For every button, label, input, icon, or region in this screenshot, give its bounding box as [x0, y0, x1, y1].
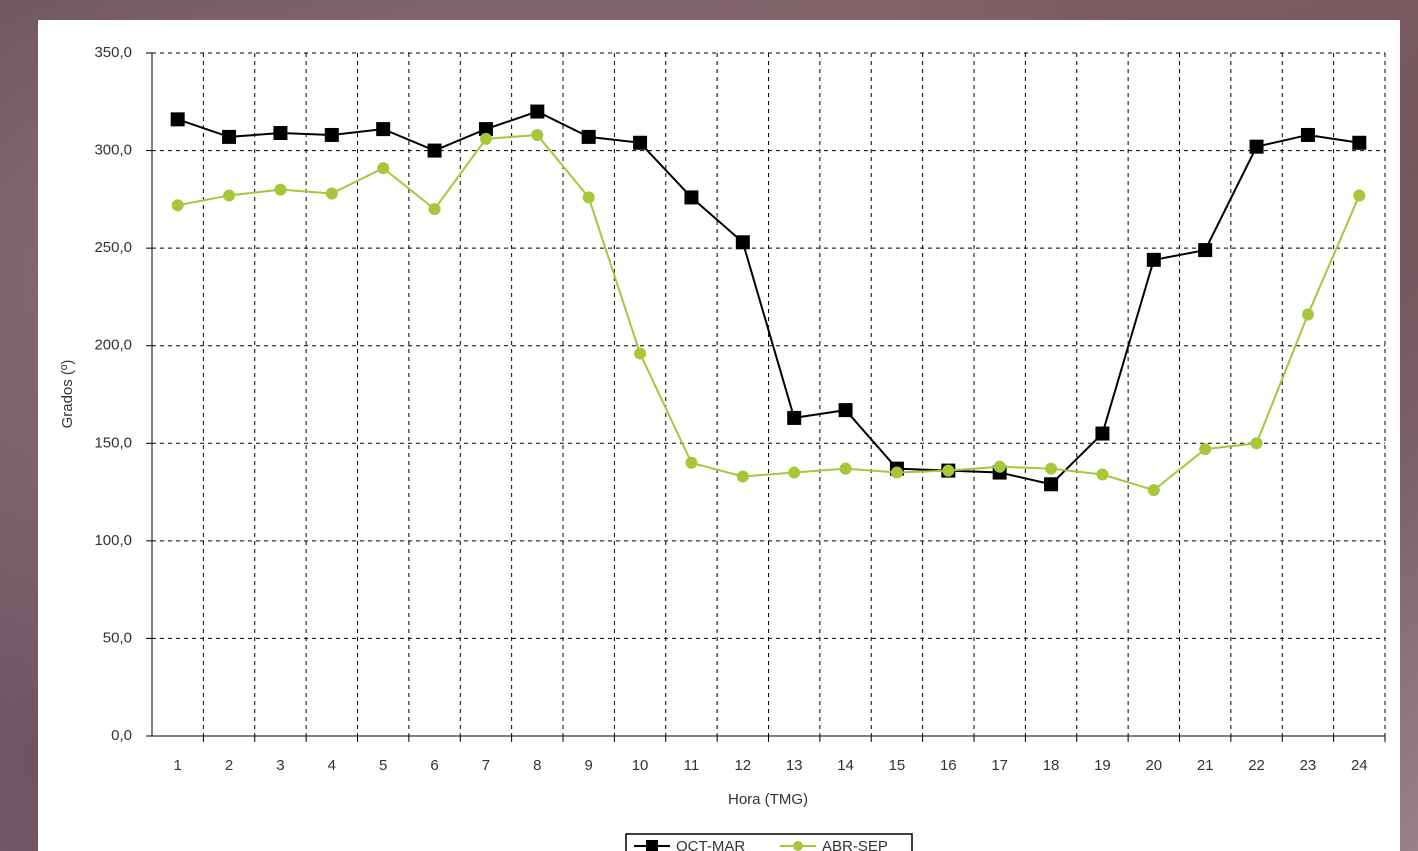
point: [1095, 427, 1109, 441]
point: [994, 461, 1006, 473]
point: [634, 348, 646, 360]
point: [274, 184, 286, 196]
legend-label: OCT-MAR: [676, 838, 745, 851]
point: [1198, 243, 1212, 257]
point: [737, 470, 749, 482]
point: [839, 403, 853, 417]
chart: Grados (º) Hora (TMG) 0,0 50,0 100,0 150,0 2…: [0, 0, 1418, 851]
point: [222, 130, 236, 144]
point: [1250, 140, 1264, 154]
x-tick-label: 11: [684, 757, 700, 774]
x-tick-label: 6: [430, 757, 438, 774]
point: [685, 457, 697, 469]
x-tick-label: 15: [889, 757, 906, 774]
point: [326, 188, 338, 200]
x-tick-label: 23: [1300, 757, 1317, 774]
point: [273, 126, 287, 140]
x-tick-label: 19: [1094, 757, 1111, 774]
x-tick-label: 5: [379, 757, 387, 774]
x-tick-label: 17: [991, 757, 1008, 774]
y-tick-label: 50,0: [103, 629, 132, 646]
x-tick-label: 7: [482, 757, 490, 774]
legend-marker: [793, 841, 803, 851]
y-tick-label: 350,0: [94, 44, 132, 61]
y-tick-label: 200,0: [94, 337, 132, 354]
legend-marker: [646, 840, 658, 851]
point: [788, 467, 800, 479]
x-tick-label: 20: [1145, 757, 1162, 774]
x-tick-label: 9: [585, 757, 593, 774]
point: [684, 190, 698, 204]
x-tick-label: 16: [940, 757, 957, 774]
point: [840, 463, 852, 475]
x-tick-label: 2: [225, 757, 233, 774]
point: [223, 189, 235, 201]
point: [1096, 469, 1108, 481]
legend-label: ABR-SEP: [822, 838, 888, 851]
x-tick-label: 21: [1197, 757, 1214, 774]
point: [376, 122, 390, 136]
point: [942, 465, 954, 477]
point: [1352, 136, 1366, 150]
y-tick-label: 300,0: [94, 142, 132, 159]
y-tick-label: 250,0: [94, 239, 132, 256]
x-tick-label: 24: [1351, 757, 1368, 774]
x-tick-label: 4: [328, 757, 336, 774]
x-tick-label: 10: [632, 757, 649, 774]
point: [583, 191, 595, 203]
point: [1302, 308, 1314, 320]
point: [428, 144, 442, 158]
x-tick-label: 14: [837, 757, 854, 774]
y-tick-label: 150,0: [94, 434, 132, 451]
point: [429, 203, 441, 215]
point: [582, 130, 596, 144]
x-tick-label: 8: [533, 757, 541, 774]
point: [377, 162, 389, 174]
y-tick-label: 100,0: [94, 532, 132, 549]
point: [1045, 463, 1057, 475]
point: [325, 128, 339, 142]
point: [480, 133, 492, 145]
chart-panel: [38, 20, 1400, 851]
point: [172, 199, 184, 211]
point: [1251, 437, 1263, 449]
point: [171, 112, 185, 126]
point: [530, 105, 544, 119]
x-tick-label: 13: [786, 757, 803, 774]
x-tick-label: 18: [1043, 757, 1060, 774]
point: [531, 129, 543, 141]
x-tick-label: 12: [734, 757, 751, 774]
point: [1148, 484, 1160, 496]
point: [633, 136, 647, 150]
point: [1147, 253, 1161, 267]
point: [891, 467, 903, 479]
x-tick-label: 1: [174, 757, 182, 774]
y-axis-title: Grados (º): [59, 360, 76, 429]
x-axis-title: Hora (TMG): [728, 791, 808, 808]
x-tick-label: 22: [1248, 757, 1265, 774]
point: [787, 411, 801, 425]
point: [1199, 443, 1211, 455]
y-tick-label: 0,0: [111, 727, 132, 744]
point: [1044, 477, 1058, 491]
point: [736, 235, 750, 249]
point: [1301, 128, 1315, 142]
x-tick-label: 3: [276, 757, 284, 774]
point: [1353, 189, 1365, 201]
page: {"chart_data": {"type": "line", "y_label…: [0, 0, 1418, 851]
